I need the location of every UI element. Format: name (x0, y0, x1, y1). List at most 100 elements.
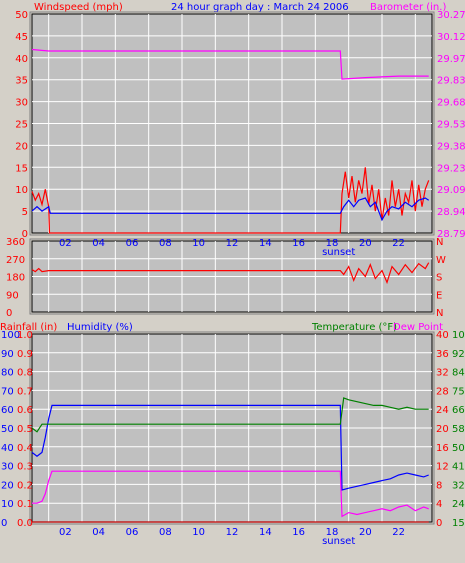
barometer-tick-label: 29.68 (437, 98, 465, 109)
hour-tick-label: 08 (159, 527, 172, 538)
barometer-tick-label: 29.53 (437, 120, 465, 131)
temperature-c-tick-label: 40 (436, 330, 449, 341)
windspeed-tick-label: 20 (15, 141, 28, 152)
hour-tick-label: 04 (92, 238, 105, 249)
barometer-tick-label: 29.23 (437, 163, 465, 174)
wind-direction-tick-label: 270 (6, 255, 25, 266)
temperature-f-tick-label: 50 (452, 443, 465, 454)
wind-direction-tick-label: 90 (6, 290, 19, 301)
windspeed-tick-label: 15 (15, 163, 28, 174)
hour-tick-label: 20 (359, 527, 372, 538)
rainfall-tick-label: 0.6 (17, 405, 33, 416)
humidity-tick-label: 30 (1, 462, 14, 473)
windspeed-tick-label: 25 (15, 120, 28, 131)
windspeed-tick-label: 40 (15, 54, 28, 65)
temperature-c-tick-label: 28 (436, 386, 449, 397)
windspeed-tick-label: 50 (15, 10, 28, 21)
temperature-f-tick-label: 75 (452, 386, 465, 397)
hour-tick-label: 18 (326, 527, 339, 538)
humidity-tick-label: 50 (1, 424, 14, 435)
temperature-f-tick-label: 66 (452, 405, 465, 416)
humidity-tick-label: 70 (1, 386, 14, 397)
compass-label: N (436, 308, 443, 319)
rainfall-tick-label: 0.2 (17, 480, 33, 491)
hour-tick-label: 02 (59, 527, 72, 538)
rainfall-axis-title: Rainfall (in) (0, 322, 57, 333)
windspeed-tick-label: 0 (22, 229, 28, 240)
hour-tick-label: 22 (392, 238, 405, 249)
humidity-tick-label: 100 (1, 330, 20, 341)
humidity-tick-label: 80 (1, 368, 14, 379)
humidity-tick-label: 20 (1, 480, 14, 491)
temperature-f-tick-label: 32 (452, 480, 465, 491)
series-line-temperature (31, 397, 429, 433)
temperature-c-tick-label: 24 (436, 405, 449, 416)
temperature-c-tick-label: 32 (436, 368, 449, 379)
temperature-f-tick-label: 84 (452, 368, 465, 379)
windspeed-tick-label: 30 (15, 98, 28, 109)
wind-direction-tick-label: 360 (6, 237, 25, 248)
temperature-f-tick-label: 92 (452, 349, 465, 360)
temperature-c-tick-label: 0 (436, 518, 442, 529)
hour-tick-label: 06 (126, 527, 139, 538)
temperature-c-tick-label: 8 (436, 480, 442, 491)
hour-tick-label: 14 (259, 527, 272, 538)
humidity-tick-label: 60 (1, 405, 14, 416)
barometer-tick-label: 30.12 (437, 32, 465, 43)
chart-dynamic-layer: 0510152025303540455028.7928.9429.0929.23… (1, 10, 465, 547)
hour-tick-label: 10 (192, 527, 205, 538)
compass-label: S (436, 273, 442, 284)
hour-tick-label: 22 (392, 527, 405, 538)
barometer-tick-label: 29.09 (437, 185, 465, 196)
barometer-tick-label: 29.38 (437, 141, 465, 152)
hour-tick-label: 10 (192, 238, 205, 249)
rainfall-tick-label: 0.1 (17, 499, 33, 510)
hour-tick-label: 04 (92, 527, 105, 538)
temperature-f-tick-label: 15 (452, 518, 465, 529)
dew-point-axis-title: Dew Point (393, 322, 443, 333)
rainfall-tick-label: 0.0 (17, 518, 33, 529)
sunset-label: sunset (322, 247, 355, 258)
compass-label: N (436, 237, 443, 248)
compass-label: W (436, 255, 446, 266)
panel-frame-1 (29, 11, 435, 236)
windspeed-tick-label: 45 (15, 32, 28, 43)
temperature-f-tick-label: 24 (452, 499, 465, 510)
hour-tick-label: 12 (226, 527, 239, 538)
barometer-tick-label: 29.97 (437, 54, 465, 65)
barometer-tick-label: 28.94 (437, 207, 465, 218)
temperature-c-tick-label: 12 (436, 462, 449, 473)
wind-direction-tick-label: 0 (6, 308, 12, 319)
barometer-axis-title: Barometer (in.) (370, 2, 446, 13)
humidity-tick-label: 90 (1, 349, 14, 360)
temperature-c-tick-label: 20 (436, 424, 449, 435)
hour-tick-label: 18 (326, 238, 339, 249)
hour-tick-label: 12 (226, 238, 239, 249)
wind-direction-tick-label: 180 (6, 273, 25, 284)
panel-frame-2 (29, 238, 435, 315)
series-line-wind-direction (31, 262, 430, 285)
temperature-f-tick-label: 58 (452, 424, 465, 435)
series-line-humidity (31, 404, 429, 491)
barometer-tick-label: 30.27 (437, 10, 465, 21)
rainfall-tick-label: 0.3 (17, 462, 33, 473)
rainfall-tick-label: 0.5 (17, 424, 33, 435)
windspeed-axis-title: Windspeed (mph) (34, 2, 123, 13)
temperature-axis-title: Temperature (°F) (311, 322, 397, 333)
rainfall-tick-label: 0.8 (17, 368, 33, 379)
temperature-c-tick-label: 36 (436, 349, 449, 360)
series-line-wind-gust (31, 197, 430, 222)
hour-tick-label: 20 (359, 238, 372, 249)
series-line-dew-point (32, 470, 429, 518)
temperature-c-tick-label: 16 (436, 443, 449, 454)
windspeed-tick-label: 35 (15, 76, 28, 87)
hour-tick-label: 14 (259, 238, 272, 249)
humidity-tick-label: 10 (1, 499, 14, 510)
hour-tick-label: 06 (126, 238, 139, 249)
rainfall-tick-label: 1.0 (17, 330, 33, 341)
chart-title: 24 hour graph day : March 24 2006 (171, 2, 349, 13)
windspeed-tick-label: 5 (22, 207, 28, 218)
rainfall-tick-label: 0.9 (17, 349, 33, 360)
